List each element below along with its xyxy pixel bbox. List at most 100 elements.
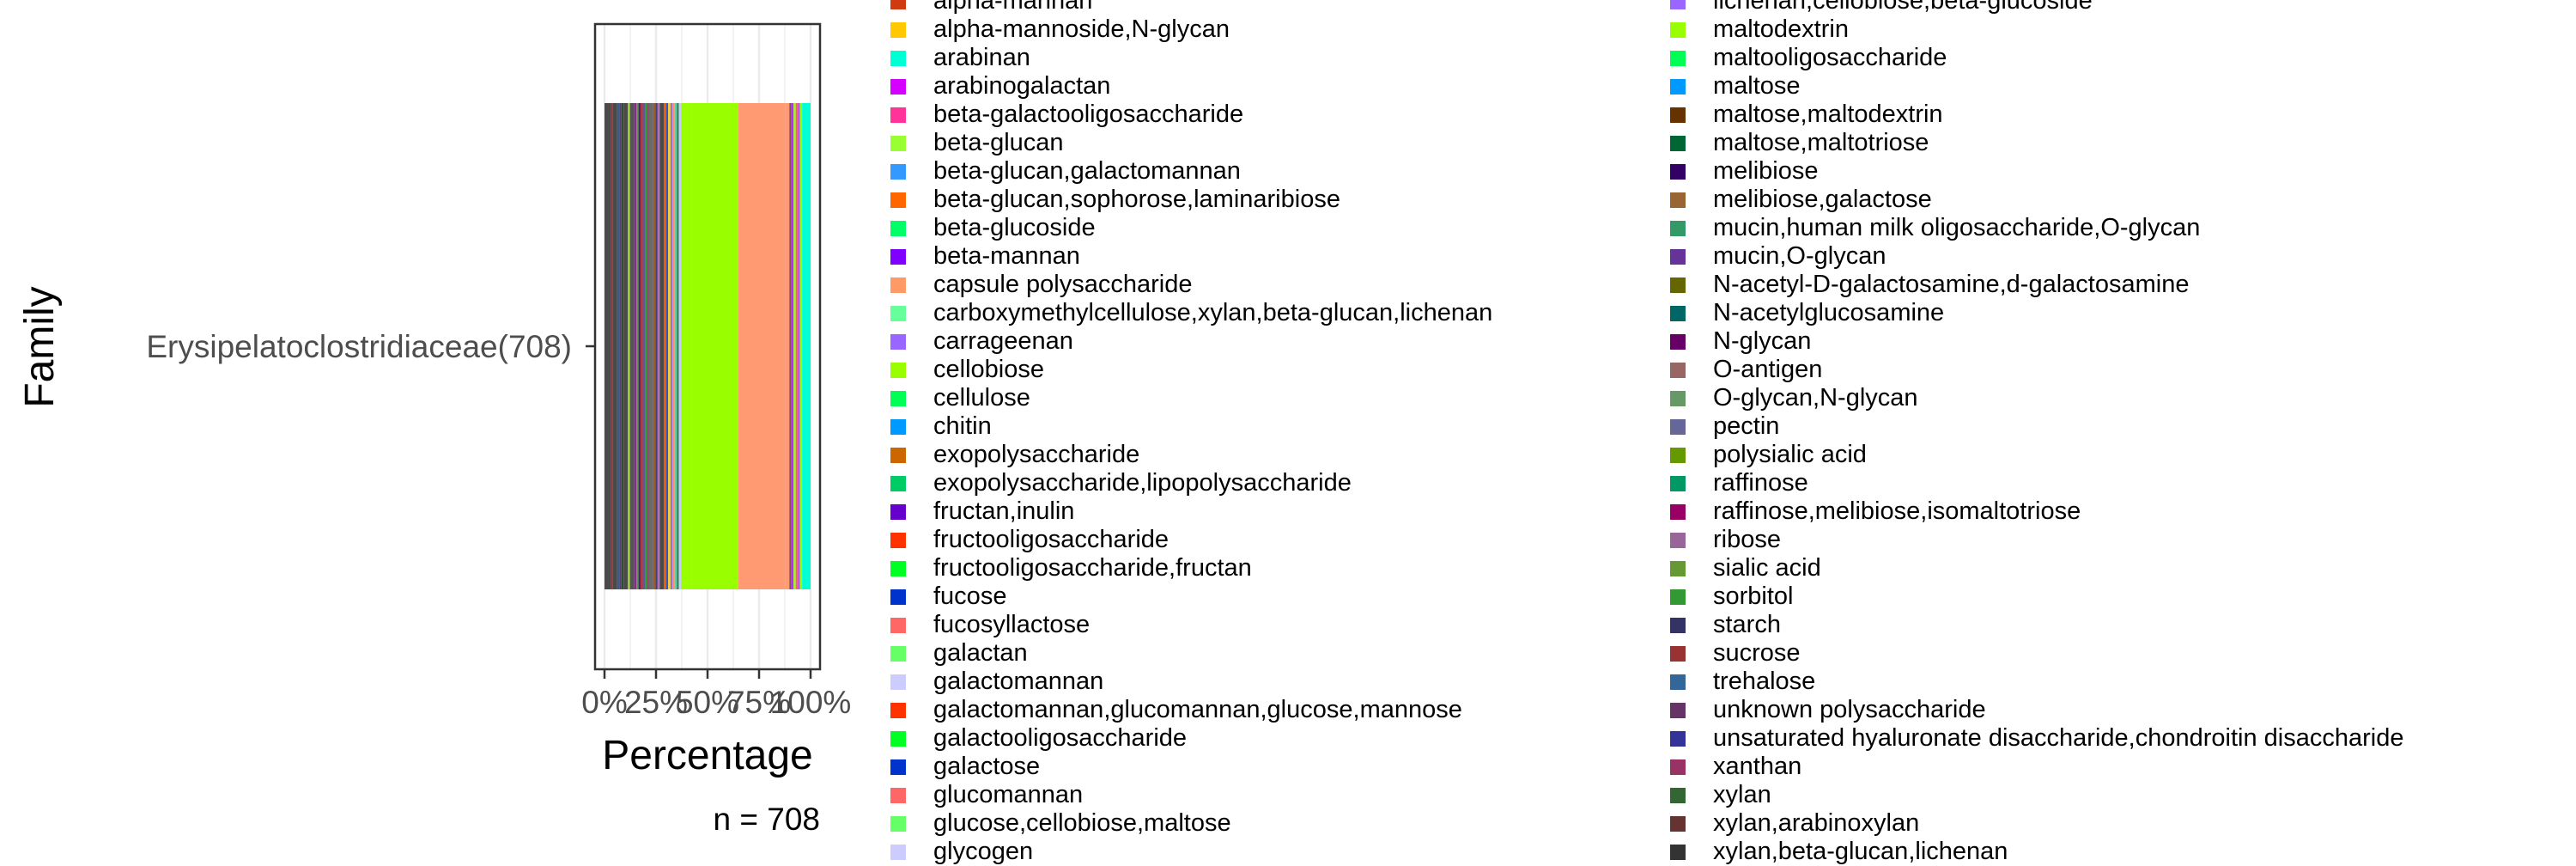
bar-segment [665, 103, 669, 589]
legend-item: sialic acid [1670, 554, 2403, 582]
legend-label: arabinogalactan [933, 72, 1111, 100]
legend-item: O-antigen [1670, 356, 2403, 384]
legend-key [1670, 277, 1686, 293]
legend-label: maltose,maltodextrin [1713, 101, 1943, 128]
bar-segment [605, 103, 611, 589]
bar-segment [617, 103, 620, 589]
x-axis: 0%25%50%75%100% [581, 669, 851, 720]
legend-key [1670, 362, 1686, 378]
caption: n = 708 [714, 802, 820, 837]
legend-item: galactomannan [890, 668, 1492, 696]
legend-label: sialic acid [1713, 554, 1821, 582]
legend-key [890, 617, 906, 633]
legend-key [1670, 645, 1686, 662]
bar-segment [798, 103, 800, 589]
legend-item: beta-mannan [890, 242, 1492, 271]
legend-item: fructan,inulin [890, 497, 1492, 526]
x-tick-label: 25% [624, 685, 688, 720]
legend-item: beta-glucan [890, 129, 1492, 157]
legend-item: sucrose [1670, 639, 2403, 668]
legend-key [1670, 333, 1686, 350]
legend-column-2: lichenan,cellobiose,beta-glucoside maltod… [1670, 0, 2403, 866]
legend-key [1670, 220, 1686, 236]
legend-key [1670, 135, 1686, 151]
legend-item: beta-glucan,sophorose,laminaribiose [890, 186, 1492, 214]
legend-label: sorbitol [1713, 582, 1794, 610]
legend-label: maltose [1713, 72, 1801, 100]
legend-label: melibiose,galactose [1713, 186, 1932, 213]
legend-item: beta-glucoside [890, 214, 1492, 242]
legend-label: O-antigen [1713, 356, 1823, 383]
bar-segment [674, 103, 677, 589]
bar-segment [795, 103, 799, 589]
legend-item: pectin [1670, 412, 2403, 441]
legend-key [890, 333, 906, 350]
legend-label: exopolysaccharide,lipopolysaccharide [933, 469, 1352, 497]
y-axis-title: Family [17, 286, 63, 407]
bar-segment [645, 103, 647, 589]
legend-key [890, 645, 906, 662]
legend-label: ribose [1713, 526, 1781, 553]
legend-item: mucin,O-glycan [1670, 242, 2403, 271]
bar-segment [670, 103, 673, 589]
legend-item: unknown polysaccharide [1670, 696, 2403, 724]
legend-label: N-glycan [1713, 327, 1812, 355]
legend-item: capsule polysaccharide [890, 271, 1492, 299]
bar-segment [791, 103, 794, 589]
legend-key [1670, 844, 1686, 860]
legend-key [890, 532, 906, 548]
legend-label: carboxymethylcellulose,xylan,beta-glucan… [933, 299, 1493, 326]
legend-key [1670, 305, 1686, 321]
legend-item: sorbitol [1670, 582, 2403, 611]
legend-key [890, 447, 906, 463]
legend-item: maltose,maltotriose [1670, 129, 2403, 157]
legend-key [1670, 702, 1686, 718]
legend-key [890, 135, 906, 151]
legend-item: fructooligosaccharide [890, 526, 1492, 554]
legend-key [1670, 759, 1686, 775]
bar-segment [678, 103, 682, 589]
legend-key [890, 192, 906, 208]
legend-key [1670, 730, 1686, 747]
legend-key [1670, 560, 1686, 576]
legend-item: polysialic acid [1670, 441, 2403, 469]
bar-segment [636, 103, 639, 589]
legend-key [890, 560, 906, 576]
legend-key [1670, 50, 1686, 66]
bar-segment [653, 103, 656, 589]
bar-segment [802, 103, 807, 589]
legend-label: fucosyllactose [933, 611, 1091, 638]
legend-key [1670, 787, 1686, 803]
legend-label: capsule polysaccharide [933, 271, 1193, 298]
legend-key [890, 503, 906, 520]
bar-segment [655, 103, 658, 589]
legend-item: melibiose,galactose [1670, 186, 2403, 214]
legend-key [890, 21, 906, 38]
legend-key [890, 220, 906, 236]
legend-key [890, 277, 906, 293]
legend-item: carboxymethylcellulose,xylan,beta-glucan… [890, 299, 1492, 327]
legend-label: raffinose [1713, 469, 1808, 497]
legend-item: mucin,human milk oligosaccharide,O-glyca… [1670, 214, 2403, 242]
legend-key [890, 730, 906, 747]
legend-item: arabinan [890, 44, 1492, 72]
legend-item: galactomannan,glucomannan,glucose,mannos… [890, 696, 1492, 724]
legend-item: lichenan,cellobiose,beta-glucoside [1670, 0, 2403, 15]
legend-item: xylan [1670, 781, 2403, 809]
legend-label: fucose [933, 582, 1007, 610]
bar-segments [605, 103, 811, 589]
legend-label: unsaturated hyaluronate disaccharide,cho… [1713, 724, 2404, 752]
legend-label: trehalose [1713, 668, 1816, 695]
legend-key [1670, 503, 1686, 520]
legend-item: ribose [1670, 526, 2403, 554]
legend-label: melibiose [1713, 157, 1819, 185]
legend-item: xylan,beta-glucan,lichenan [1670, 838, 2403, 866]
legend-item: xanthan [1670, 753, 2403, 781]
legend-label: mucin,human milk oligosaccharide,O-glyca… [1713, 214, 2201, 241]
legend-label: glucose,cellobiose,maltose [933, 809, 1231, 837]
legend-item: starch [1670, 611, 2403, 639]
legend-key [890, 305, 906, 321]
legend-key [890, 759, 906, 775]
legend-item: maltooligosaccharide [1670, 44, 2403, 72]
